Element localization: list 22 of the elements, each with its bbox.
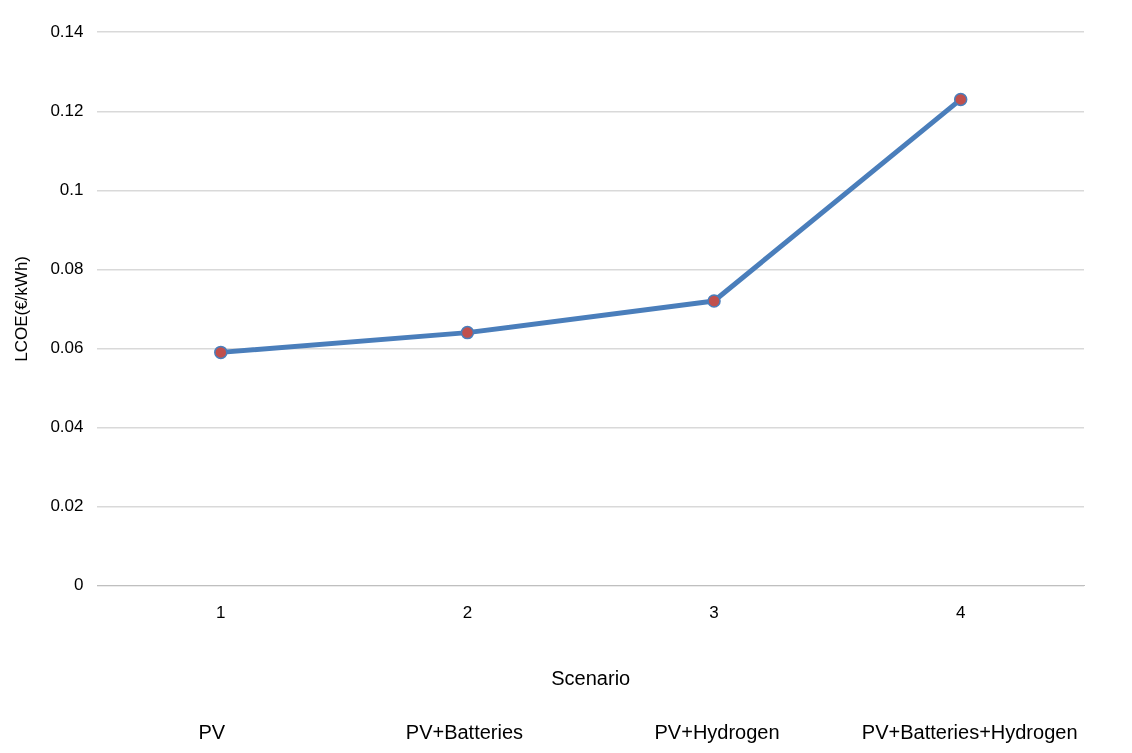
x-tick-label: 1 [216,603,226,623]
x-axis-title: Scenario [551,666,631,689]
y-tick-label: 0.04 [50,417,84,437]
point [707,294,721,308]
point [460,325,475,340]
y-tick-label: 0.08 [50,259,84,279]
y-tick-label: 0.06 [50,338,84,358]
point [214,345,228,360]
text: PV+Hydrogen [654,720,780,743]
y-axis-title: LCOE(€/kWh) [11,256,31,362]
y-tick-label: 0.1 [59,180,84,199]
y-tick-label: 0.14 [50,21,84,41]
text: PV+Batteries+Hydrogen [861,720,1078,743]
x-tick-label: 2 [462,603,473,623]
x-tick-label: 3 [709,603,719,623]
y-tick-label: 0.02 [50,496,84,516]
text: PV+Batteries [405,720,524,743]
point [953,92,968,107]
x-tick-label: 4 [955,603,966,623]
y-tick-label: 0.12 [50,100,84,120]
y-tick-label: 0 [74,575,84,595]
text: PV [198,720,226,743]
